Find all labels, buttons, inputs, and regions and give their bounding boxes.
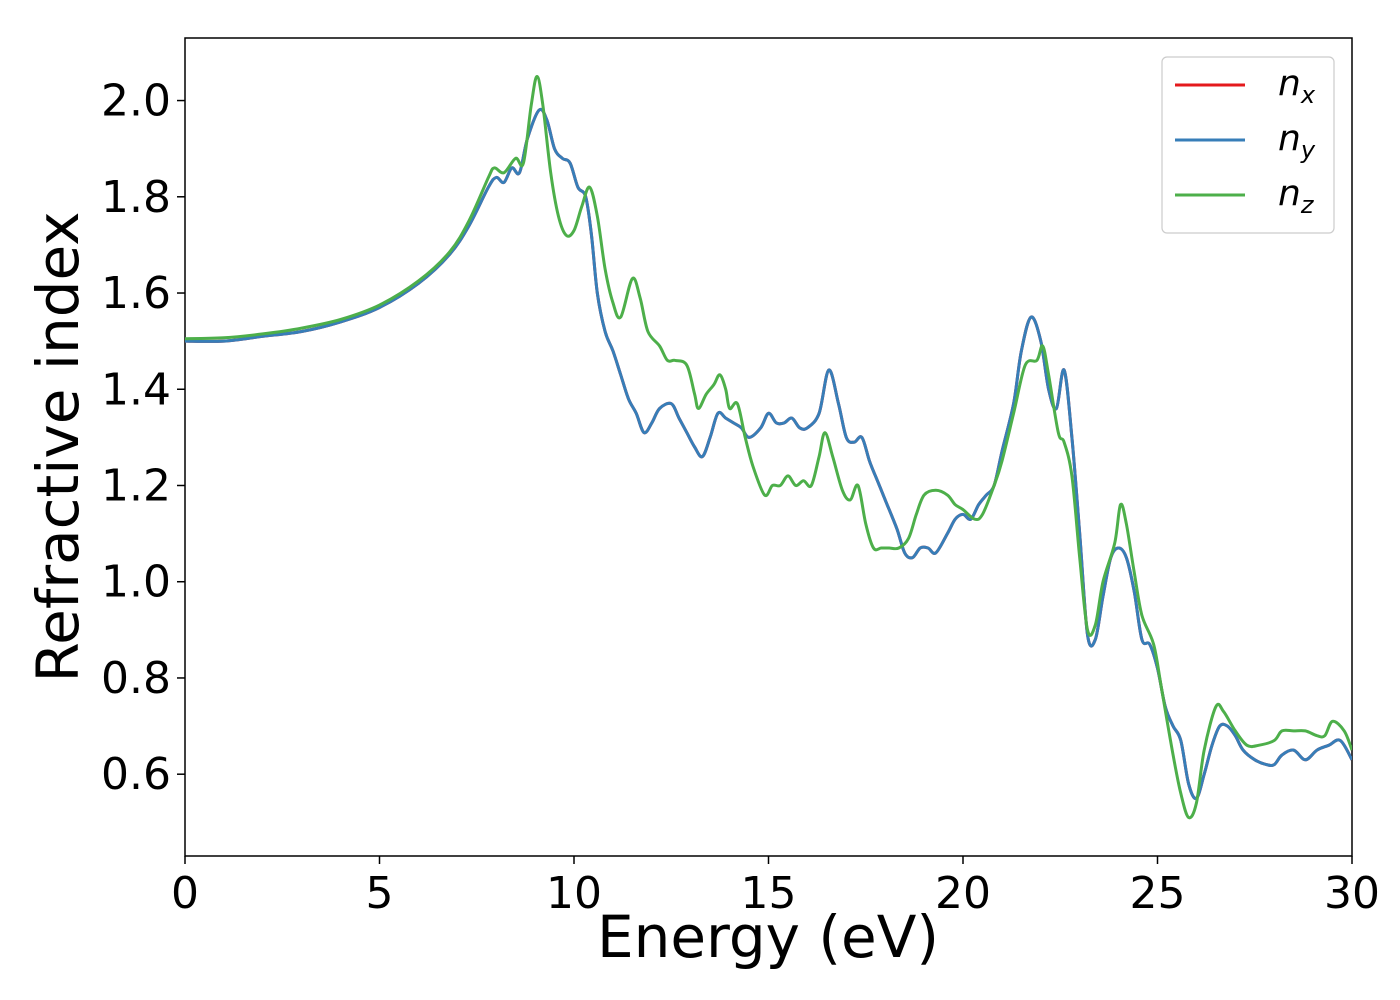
- series-layer: [185, 75, 1352, 820]
- x-tick-label: 30: [1324, 868, 1380, 919]
- x-axis-title: Energy (eV): [597, 903, 939, 971]
- y-tick-label: 1.2: [101, 460, 171, 511]
- y-tick-label: 0.8: [101, 653, 171, 704]
- x-tick-label: 25: [1130, 868, 1186, 919]
- y-tick-label: 1.0: [101, 557, 171, 608]
- x-axis-ticks: 0 5 10 15 20 25 30: [171, 856, 1380, 919]
- y-axis-title: Refractive index: [24, 211, 92, 682]
- x-tick-label: 10: [546, 868, 602, 919]
- legend: nx ny nz: [1161, 56, 1335, 234]
- x-tick-label: 15: [741, 868, 797, 919]
- x-tick-label: 0: [171, 868, 199, 919]
- plot-area: [184, 37, 1353, 857]
- legend-frame: [1161, 56, 1335, 234]
- y-tick-label: 1.6: [101, 268, 171, 319]
- series-line-ny: [185, 107, 1352, 801]
- y-tick-label: 2.0: [101, 76, 171, 127]
- x-tick-label: 5: [366, 868, 394, 919]
- x-tick-label: 20: [935, 868, 991, 919]
- legend-label-nx: nx: [1278, 63, 1316, 109]
- legend-label-ny: ny: [1278, 118, 1316, 164]
- legend-items: nx ny nz: [1175, 63, 1316, 219]
- y-tick-label: 1.8: [101, 172, 171, 223]
- series-line-nz: [185, 75, 1352, 820]
- y-axis-ticks: 0.6 0.8 1.0 1.2 1.4 1.6 1.8 2.0: [101, 76, 185, 800]
- y-tick-label: 1.4: [101, 364, 171, 415]
- legend-label-nz: nz: [1278, 173, 1315, 219]
- y-tick-label: 0.6: [101, 749, 171, 800]
